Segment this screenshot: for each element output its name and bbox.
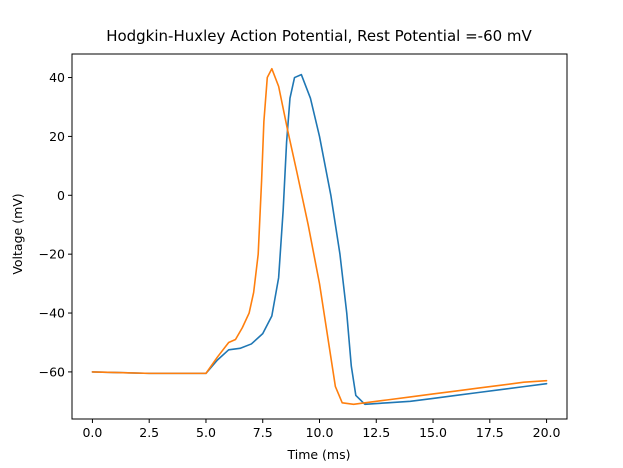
series-line-2 <box>91 67 548 406</box>
y-tick-label: 0 <box>57 188 65 203</box>
y-tick-label: −20 <box>39 247 65 262</box>
x-tick-label: 0.0 <box>82 425 102 440</box>
x-axis-label: Time (ms) <box>286 447 350 462</box>
plot-area: 0.0 2.5 5.0 7.5 10.0 12.5 15.0 17.5 20.0 40 20 0 −20… <box>39 53 568 440</box>
series-line-1 <box>91 73 548 406</box>
x-tick-label: 17.5 <box>476 425 504 440</box>
y-tick-label: 20 <box>49 129 65 144</box>
y-tick-label: 40 <box>49 70 65 85</box>
y-axis-label: Voltage (mV) <box>10 193 25 274</box>
x-tick-label: 20.0 <box>533 425 561 440</box>
x-tick-label: 7.5 <box>253 425 273 440</box>
x-tick-label: 5.0 <box>196 425 216 440</box>
y-tick-label: −40 <box>39 306 65 321</box>
x-tick-label: 10.0 <box>306 425 334 440</box>
y-tick-label: −60 <box>39 364 65 379</box>
chart-title: Hodgkin-Huxley Action Potential, Rest Po… <box>106 27 532 45</box>
x-tick-label: 2.5 <box>139 425 159 440</box>
x-tick-label: 12.5 <box>362 425 390 440</box>
plot-frame <box>71 53 568 420</box>
x-tick-label: 15.0 <box>419 425 447 440</box>
